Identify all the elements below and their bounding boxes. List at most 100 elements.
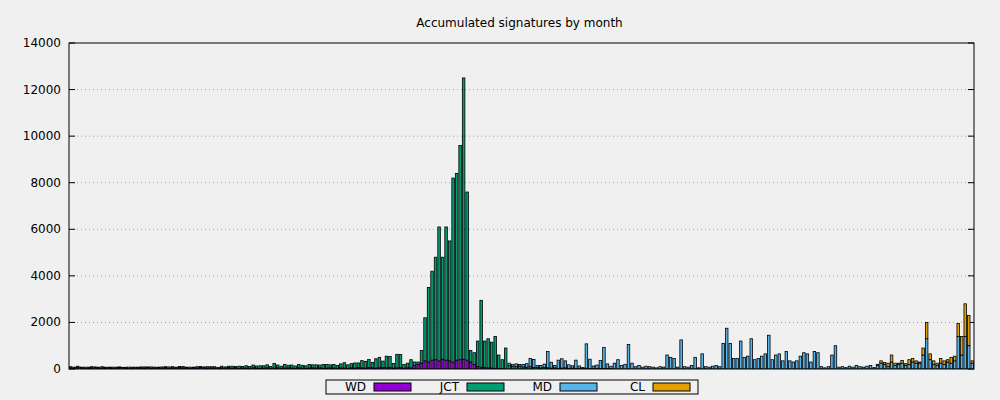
- bar-segment: [164, 366, 167, 367]
- bar-segment: [77, 366, 80, 367]
- bar-segment: [522, 365, 525, 367]
- bar-segment: [248, 366, 251, 367]
- bar-segment: [182, 366, 185, 367]
- bar-segment: [441, 257, 444, 359]
- bar-segment: [319, 365, 322, 368]
- bar-segment: [490, 342, 493, 343]
- bar-segment: [122, 367, 125, 368]
- bar-segment: [508, 363, 511, 364]
- bar-segment: [960, 355, 963, 369]
- bar-segment: [732, 359, 735, 369]
- bar-segment: [73, 367, 76, 368]
- bar-segment: [199, 366, 202, 367]
- bar-segment: [259, 365, 262, 366]
- legend-swatch: [374, 383, 411, 391]
- bar-segment: [957, 324, 960, 337]
- bar-segment: [922, 348, 925, 355]
- bar-segment: [245, 366, 248, 368]
- bar-segment: [901, 360, 904, 363]
- bar-segment: [105, 367, 108, 368]
- bar-segment: [655, 367, 658, 368]
- bar-segment: [84, 367, 87, 368]
- bar-segment: [806, 354, 809, 369]
- tick-label: 12000: [23, 83, 61, 97]
- bar-segment: [887, 363, 890, 366]
- bar-segment: [915, 361, 918, 363]
- bar-segment: [248, 366, 251, 367]
- bar-segment: [578, 365, 581, 366]
- legend-swatch: [653, 383, 690, 391]
- bar-segment: [778, 353, 781, 354]
- bar-segment: [98, 367, 101, 368]
- bar-segment: [497, 355, 500, 356]
- bar-segment: [280, 366, 283, 367]
- bar-segment: [420, 350, 423, 351]
- bar-segment: [932, 361, 935, 364]
- bar-segment: [406, 363, 409, 368]
- bar-segment: [680, 340, 683, 369]
- bar-segment: [333, 365, 336, 368]
- bar-segment: [420, 350, 423, 351]
- bar-segment: [943, 361, 946, 364]
- bar-segment: [192, 367, 195, 368]
- bar-segment: [480, 300, 483, 367]
- bar-segment: [140, 366, 143, 367]
- tick-label: 2000: [30, 315, 61, 329]
- tick-label: 8000: [30, 176, 61, 190]
- bar-segment: [375, 359, 378, 368]
- bar-segment: [880, 361, 883, 363]
- bar-segment: [452, 178, 455, 362]
- bar-segment: [775, 355, 778, 369]
- bar-segment: [483, 341, 486, 342]
- bar-segment: [206, 366, 209, 367]
- bar-segment: [834, 345, 837, 346]
- tick-mark: [968, 229, 974, 230]
- bar-segment: [659, 366, 662, 367]
- bar-segment: [220, 366, 223, 367]
- bar-segment: [946, 360, 949, 362]
- bar-segment: [77, 366, 80, 367]
- bar-segment: [466, 360, 469, 369]
- bar-segment: [764, 353, 767, 354]
- bar-segment: [550, 362, 553, 363]
- bar-segment: [276, 365, 279, 368]
- bar-segment: [501, 360, 504, 369]
- bar-segment: [915, 363, 918, 369]
- bar-segment: [297, 364, 300, 365]
- bar-segment: [427, 287, 430, 288]
- bar-segment: [115, 367, 118, 368]
- bar-segment: [466, 192, 469, 360]
- bar-segment: [438, 361, 441, 369]
- bar-segment: [746, 356, 749, 369]
- bar-segment: [434, 257, 437, 258]
- bar-segment: [333, 364, 336, 365]
- bar-segment: [133, 367, 136, 368]
- bar-segment: [789, 361, 792, 369]
- legend-label: JCT: [439, 380, 460, 394]
- bar-segment: [234, 366, 237, 367]
- bar-segment: [750, 339, 753, 369]
- bar-segment: [427, 287, 430, 288]
- bar-segment: [413, 362, 416, 365]
- bar-segment: [501, 359, 504, 360]
- bar-segment: [441, 257, 444, 258]
- bar-segment: [533, 359, 536, 360]
- bar-segment: [831, 355, 834, 369]
- bar-segment: [859, 366, 862, 367]
- bar-segment: [929, 354, 932, 360]
- bar-segment: [799, 356, 802, 369]
- bar-segment: [234, 366, 237, 367]
- bar-segment: [925, 322, 928, 338]
- bar-segment: [803, 353, 806, 369]
- bar-segment: [305, 366, 308, 369]
- bar-segment: [108, 367, 111, 369]
- bar-segment: [441, 359, 444, 369]
- bar-segment: [736, 358, 739, 359]
- bar-segment: [259, 365, 262, 366]
- bar-segment: [582, 367, 585, 368]
- bar-segment: [722, 343, 725, 369]
- bar-segment: [441, 257, 444, 258]
- bar-segment: [771, 360, 774, 369]
- bar-segment: [294, 365, 297, 366]
- bar-segment: [273, 363, 276, 368]
